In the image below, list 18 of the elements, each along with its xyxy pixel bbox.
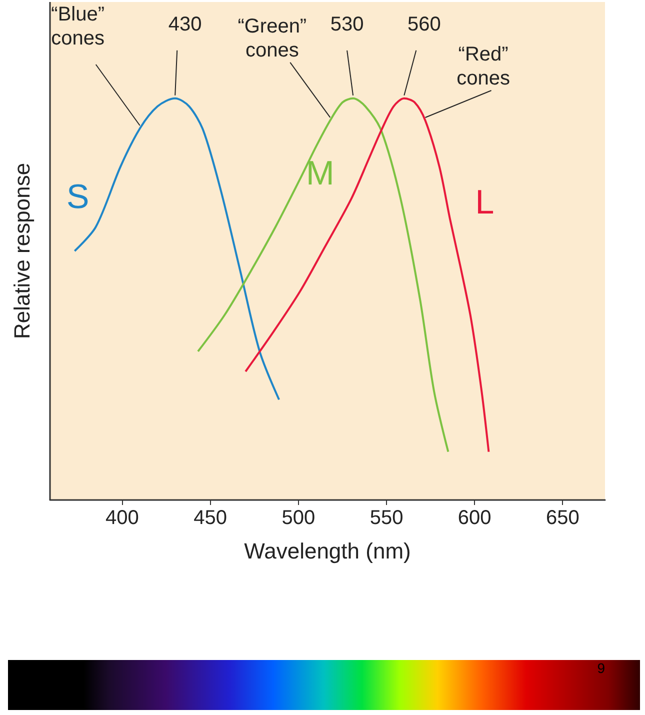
annotation: 430 xyxy=(168,13,202,36)
text: 9 xyxy=(597,660,605,676)
x-tick-label: 650 xyxy=(546,507,580,529)
series-label: L xyxy=(475,183,494,222)
annotation: “Blue” cones xyxy=(51,4,105,50)
annotation: 530 xyxy=(330,13,364,36)
x-tick-label: 450 xyxy=(194,507,228,529)
x-tick-label: 600 xyxy=(458,507,492,529)
x-tick-label: 550 xyxy=(370,507,404,529)
series-label: S xyxy=(66,178,90,216)
annotation: “Green” cones xyxy=(238,15,307,62)
annotation: 560 xyxy=(407,13,441,36)
series-label: M xyxy=(306,154,334,193)
x-axis-title: Wavelength (nm) xyxy=(244,538,411,564)
y-axis-title: Relative response xyxy=(10,162,34,340)
x-tick-label: 500 xyxy=(282,507,316,529)
annotation: “Red” cones xyxy=(456,43,510,90)
x-tick-label: 400 xyxy=(106,507,139,529)
